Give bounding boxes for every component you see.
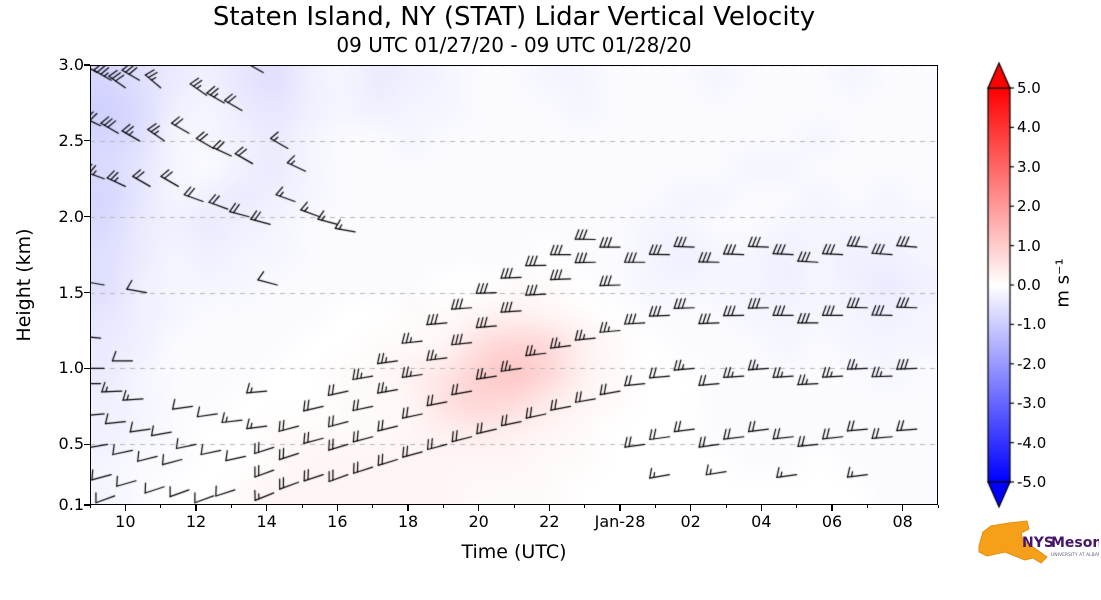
plot-canvas xyxy=(90,65,938,505)
y-tick-label: 1.5 xyxy=(58,282,84,302)
logo-name-text: Mesonet xyxy=(1051,535,1099,551)
x-minor-tickmark xyxy=(513,505,515,508)
x-tickmark xyxy=(266,505,268,511)
x-minor-tickmark xyxy=(230,505,232,508)
x-minor-tickmark xyxy=(796,505,798,508)
logo-org-text: NYS xyxy=(1022,535,1054,551)
x-tick-label: 20 xyxy=(468,512,489,531)
colorbar-tick-label: 1.0 xyxy=(1017,236,1041,255)
x-tick-label: 16 xyxy=(327,512,348,531)
y-tickmark xyxy=(84,64,90,66)
chart-subtitle: 09 UTC 01/27/20 - 09 UTC 01/28/20 xyxy=(336,33,692,57)
x-tick-label: Jan-28 xyxy=(594,512,646,531)
colorbar-label: m s⁻¹ xyxy=(1052,258,1074,308)
x-minor-tickmark xyxy=(725,505,727,508)
x-tick-label: 22 xyxy=(539,512,560,531)
y-tickmark xyxy=(84,443,90,445)
colorbar xyxy=(977,58,1023,528)
x-minor-tickmark xyxy=(654,505,656,508)
ny-state-icon xyxy=(978,520,1048,564)
x-tick-label: 08 xyxy=(892,512,913,531)
chart-title: Staten Island, NY (STAT) Lidar Vertical … xyxy=(212,2,816,32)
x-tickmark xyxy=(902,505,904,511)
x-minor-tickmark xyxy=(89,505,91,508)
x-tickmark xyxy=(478,505,480,511)
x-tickmark xyxy=(336,505,338,511)
x-tickmark xyxy=(831,505,833,511)
y-tickmark xyxy=(84,504,90,506)
x-minor-tickmark xyxy=(584,505,586,508)
x-tick-label: 14 xyxy=(256,512,277,531)
y-tick-label: 2.0 xyxy=(58,206,84,226)
x-minor-tickmark xyxy=(160,505,162,508)
x-tickmark xyxy=(548,505,550,511)
colorbar-tick-label: -1.0 xyxy=(1017,315,1047,334)
colorbar-tick-label: -2.0 xyxy=(1017,354,1047,373)
x-tickmark xyxy=(407,505,409,511)
y-tickmark xyxy=(84,140,90,142)
x-tickmark xyxy=(124,505,126,511)
y-tickmark xyxy=(84,216,90,218)
x-minor-tickmark xyxy=(301,505,303,508)
colorbar-tick-label: 2.0 xyxy=(1017,197,1041,216)
y-axis-label: Height (km) xyxy=(13,228,35,342)
x-tickmark xyxy=(690,505,692,511)
colorbar-tick-label: 5.0 xyxy=(1017,79,1041,97)
x-tickmark xyxy=(760,505,762,511)
x-tick-label: 06 xyxy=(821,512,843,531)
y-tickmark xyxy=(84,291,90,294)
x-minor-tickmark xyxy=(937,505,939,508)
colorbar-tick-label: -5.0 xyxy=(1017,473,1047,491)
x-tickmark xyxy=(195,505,197,511)
colorbar-tick-label: 4.0 xyxy=(1017,118,1041,137)
y-tick-label: 0.1 xyxy=(58,495,84,514)
colorbar-tick-label: -4.0 xyxy=(1017,433,1047,452)
x-tick-label: 18 xyxy=(397,512,419,531)
x-tick-label: 12 xyxy=(185,512,207,531)
nys-mesonet-logo: NYS Mesonet UNIVERSITY AT ALBANY xyxy=(978,520,1099,564)
x-tick-label: 10 xyxy=(115,512,136,531)
x-minor-tickmark xyxy=(866,505,868,508)
x-tick-label: 04 xyxy=(751,512,772,531)
y-tick-label: 2.5 xyxy=(58,130,84,150)
y-tick-label: 3.0 xyxy=(58,55,84,74)
logo-tagline-text: UNIVERSITY AT ALBANY xyxy=(1051,552,1099,558)
x-minor-tickmark xyxy=(372,505,374,508)
colorbar-tick-label: -3.0 xyxy=(1017,394,1047,413)
colorbar-tick-label: 3.0 xyxy=(1017,157,1041,176)
y-tickmark xyxy=(84,367,90,370)
y-tick-label: 1.0 xyxy=(58,358,84,378)
x-minor-tickmark xyxy=(442,505,444,508)
x-tick-label: 02 xyxy=(680,512,701,531)
x-axis-label: Time (UTC) xyxy=(461,541,567,563)
y-tick-label: 0.5 xyxy=(58,434,84,454)
x-tickmark xyxy=(619,505,621,511)
colorbar-tick-label: 0.0 xyxy=(1017,276,1041,294)
